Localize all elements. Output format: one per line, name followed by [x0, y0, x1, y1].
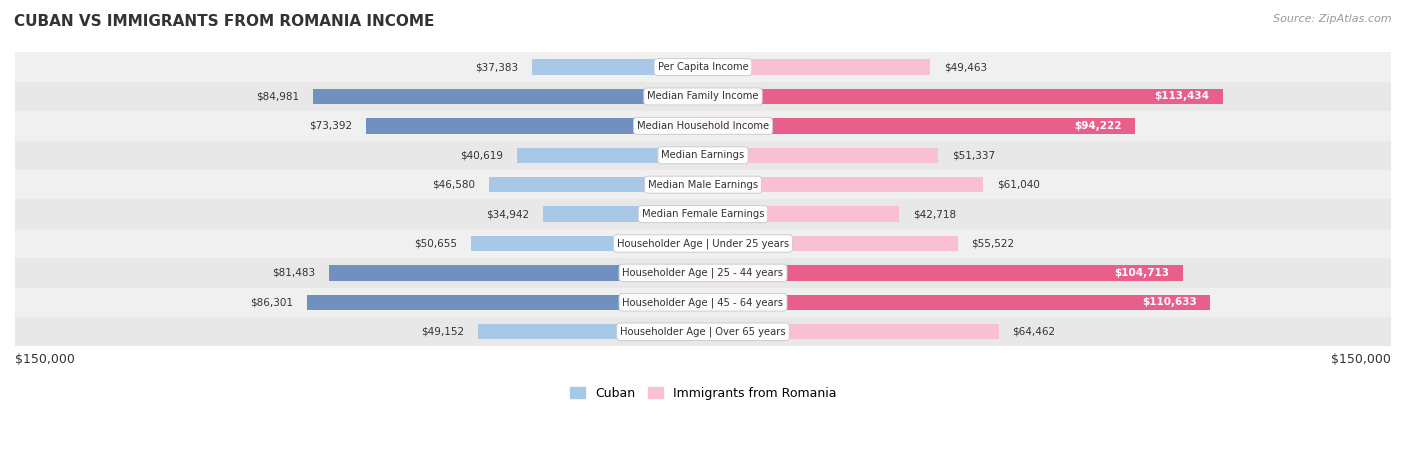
Text: $61,040: $61,040	[997, 180, 1039, 190]
Text: Median Earnings: Median Earnings	[661, 150, 745, 160]
Text: $110,633: $110,633	[1142, 297, 1197, 307]
Bar	[703, 295, 1211, 310]
Bar	[703, 206, 898, 222]
Bar	[15, 111, 1391, 141]
Bar	[478, 324, 703, 340]
Text: $49,152: $49,152	[420, 327, 464, 337]
Text: Householder Age | Over 65 years: Householder Age | Over 65 years	[620, 326, 786, 337]
Bar	[489, 177, 703, 192]
Text: Median Household Income: Median Household Income	[637, 121, 769, 131]
Bar	[703, 324, 998, 340]
Text: $51,337: $51,337	[952, 150, 995, 160]
Legend: Cuban, Immigrants from Romania: Cuban, Immigrants from Romania	[565, 382, 841, 405]
Bar	[15, 170, 1391, 199]
Bar	[307, 295, 703, 310]
Text: Householder Age | Under 25 years: Householder Age | Under 25 years	[617, 238, 789, 249]
Bar	[543, 206, 703, 222]
Bar	[703, 118, 1135, 134]
Bar	[314, 89, 703, 104]
Bar	[15, 52, 1391, 82]
Bar	[15, 229, 1391, 258]
Bar	[703, 59, 929, 75]
Text: $86,301: $86,301	[250, 297, 294, 307]
Bar	[471, 236, 703, 251]
Text: $150,000: $150,000	[1331, 353, 1391, 366]
Text: $49,463: $49,463	[943, 62, 987, 72]
Bar	[15, 141, 1391, 170]
Text: $37,383: $37,383	[475, 62, 517, 72]
Bar	[15, 82, 1391, 111]
Text: Median Family Income: Median Family Income	[647, 92, 759, 101]
Bar	[531, 59, 703, 75]
Bar	[367, 118, 703, 134]
Text: Median Female Earnings: Median Female Earnings	[641, 209, 765, 219]
Text: $34,942: $34,942	[486, 209, 529, 219]
Text: $40,619: $40,619	[460, 150, 503, 160]
Text: $150,000: $150,000	[15, 353, 75, 366]
Bar	[703, 89, 1223, 104]
Bar	[703, 177, 983, 192]
Text: $84,981: $84,981	[256, 92, 299, 101]
Text: $104,713: $104,713	[1115, 268, 1170, 278]
Text: Median Male Earnings: Median Male Earnings	[648, 180, 758, 190]
Bar	[703, 148, 938, 163]
Text: $94,222: $94,222	[1074, 121, 1122, 131]
Text: $81,483: $81,483	[273, 268, 315, 278]
Bar	[703, 236, 957, 251]
Text: $113,434: $113,434	[1154, 92, 1209, 101]
Text: $42,718: $42,718	[912, 209, 956, 219]
Text: $46,580: $46,580	[433, 180, 475, 190]
Bar	[329, 265, 703, 281]
Text: Source: ZipAtlas.com: Source: ZipAtlas.com	[1274, 14, 1392, 24]
Bar	[15, 317, 1391, 347]
Text: $64,462: $64,462	[1012, 327, 1056, 337]
Text: CUBAN VS IMMIGRANTS FROM ROMANIA INCOME: CUBAN VS IMMIGRANTS FROM ROMANIA INCOME	[14, 14, 434, 29]
Text: Householder Age | 25 - 44 years: Householder Age | 25 - 44 years	[623, 268, 783, 278]
Text: Householder Age | 45 - 64 years: Householder Age | 45 - 64 years	[623, 297, 783, 308]
Text: $55,522: $55,522	[972, 239, 1015, 248]
Text: $73,392: $73,392	[309, 121, 353, 131]
Bar	[516, 148, 703, 163]
Bar	[15, 288, 1391, 317]
Text: $50,655: $50,655	[413, 239, 457, 248]
Bar	[15, 199, 1391, 229]
Bar	[703, 265, 1184, 281]
Bar	[15, 258, 1391, 288]
Text: Per Capita Income: Per Capita Income	[658, 62, 748, 72]
